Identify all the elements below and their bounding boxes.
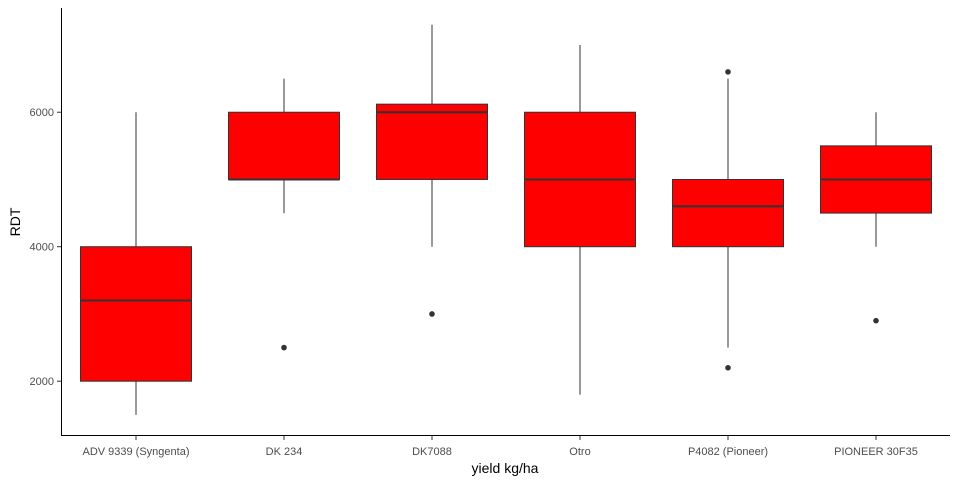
- box-group: [672, 69, 784, 371]
- y-axis-title: RDT: [7, 207, 23, 236]
- y-tick-label: 6000: [30, 107, 54, 119]
- x-axis-title: yield kg/ha: [472, 460, 539, 476]
- x-tick-label: DK7088: [412, 446, 452, 458]
- box-group: [376, 24, 488, 317]
- outlier-point: [429, 311, 435, 317]
- y-tick-label: 2000: [30, 376, 54, 388]
- outlier-point: [873, 317, 879, 324]
- y-ticks: 2000 4000 6000: [30, 107, 61, 388]
- box-group: [80, 112, 192, 415]
- box-iqr: [80, 246, 192, 382]
- box-group: [228, 78, 340, 351]
- outlier-point: [281, 344, 287, 351]
- box-group: [524, 44, 636, 395]
- x-tick-label: PIONEER 30F35: [834, 446, 918, 458]
- x-tick-label: P4082 (Pioneer): [688, 446, 768, 458]
- box-iqr: [672, 178, 784, 248]
- y-tick-label: 4000: [30, 242, 54, 254]
- box-iqr: [376, 103, 488, 180]
- outlier-point: [725, 69, 731, 75]
- axes: [61, 8, 950, 436]
- x-tick-label: DK 234: [266, 446, 303, 458]
- box-iqr: [228, 111, 340, 180]
- outlier-point: [725, 364, 731, 371]
- x-tick-label: ADV 9339 (Syngenta): [82, 446, 189, 458]
- x-tick-label: Otro: [569, 446, 590, 458]
- x-ticks: ADV 9339 (Syngenta) DK 234 DK7088 Otro P4082…: [82, 436, 918, 458]
- boxes: [80, 24, 932, 415]
- box-group: [820, 112, 932, 324]
